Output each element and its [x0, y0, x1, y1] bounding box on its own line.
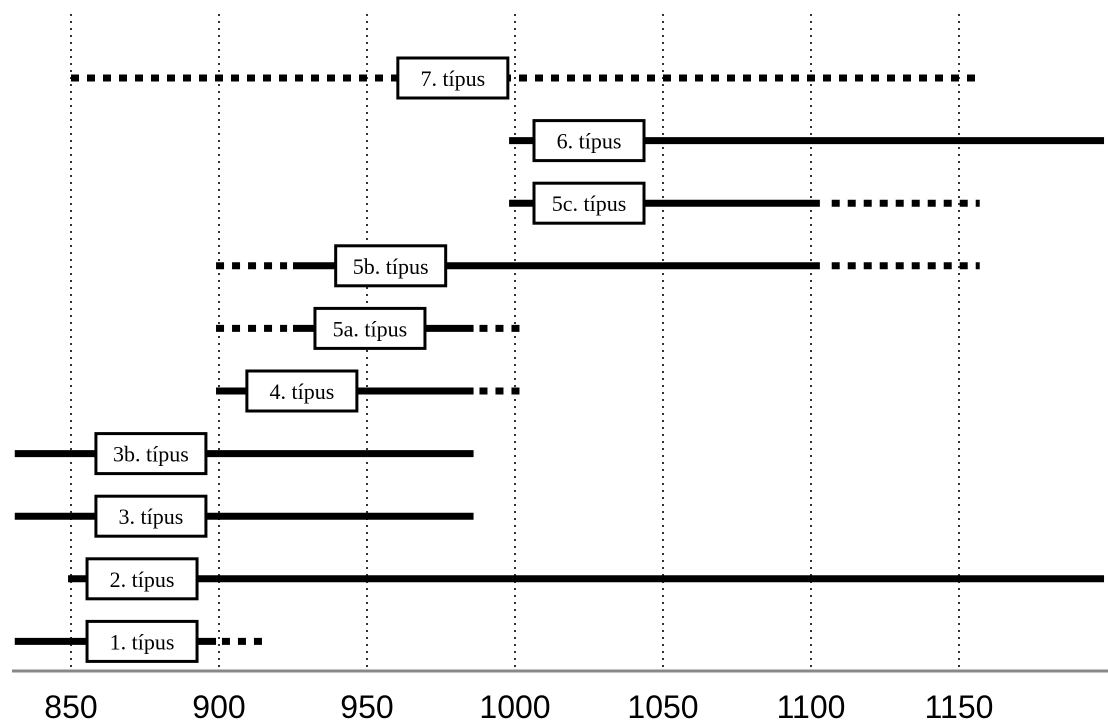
x-tick-label-950: 950	[340, 689, 393, 725]
type-bars	[14, 74, 1105, 645]
type-8-label-box	[85, 557, 199, 601]
type-3-label: 5b. típus	[353, 254, 429, 279]
type-9-label: 1. típus	[110, 629, 175, 654]
x-tick-label-1100: 1100	[777, 689, 846, 725]
type-2-label-box	[532, 181, 646, 225]
type-0-label: 7. típus	[420, 66, 485, 91]
type-6-label: 3b. típus	[113, 442, 189, 467]
type-1-label: 6. típus	[557, 129, 622, 154]
grid-lines	[70, 14, 960, 671]
type-9-label-box	[85, 619, 199, 663]
type-labels: 7. típus 6. típus 5c. típus 5b. típus 5a. tí…	[85, 56, 646, 663]
x-tick-label-850: 850	[44, 689, 97, 725]
type-5-label: 4. típus	[269, 379, 334, 404]
type-4-label: 5a. típus	[333, 316, 408, 341]
x-tick-label-1150: 1150	[925, 689, 994, 725]
type-8-label: 2. típus	[110, 567, 175, 592]
x-tick-label-1000: 1000	[479, 689, 550, 725]
x-tick-label-1050: 1050	[627, 689, 698, 725]
type-0-label-box	[396, 56, 510, 100]
x-tick-label-900: 900	[192, 689, 245, 725]
type-7-label: 3. típus	[119, 504, 184, 529]
type-1-label-box	[532, 119, 646, 163]
x-tick-labels: 850 900 950 1000 1050 1100 1150	[44, 689, 993, 725]
type-6-label-box	[94, 432, 208, 476]
type-7-label-box	[94, 494, 208, 538]
type-4-label-box	[313, 306, 427, 350]
type-5-label-box	[245, 369, 359, 413]
type-3-label-box	[334, 244, 448, 288]
type-2-label: 5c. típus	[552, 191, 627, 216]
